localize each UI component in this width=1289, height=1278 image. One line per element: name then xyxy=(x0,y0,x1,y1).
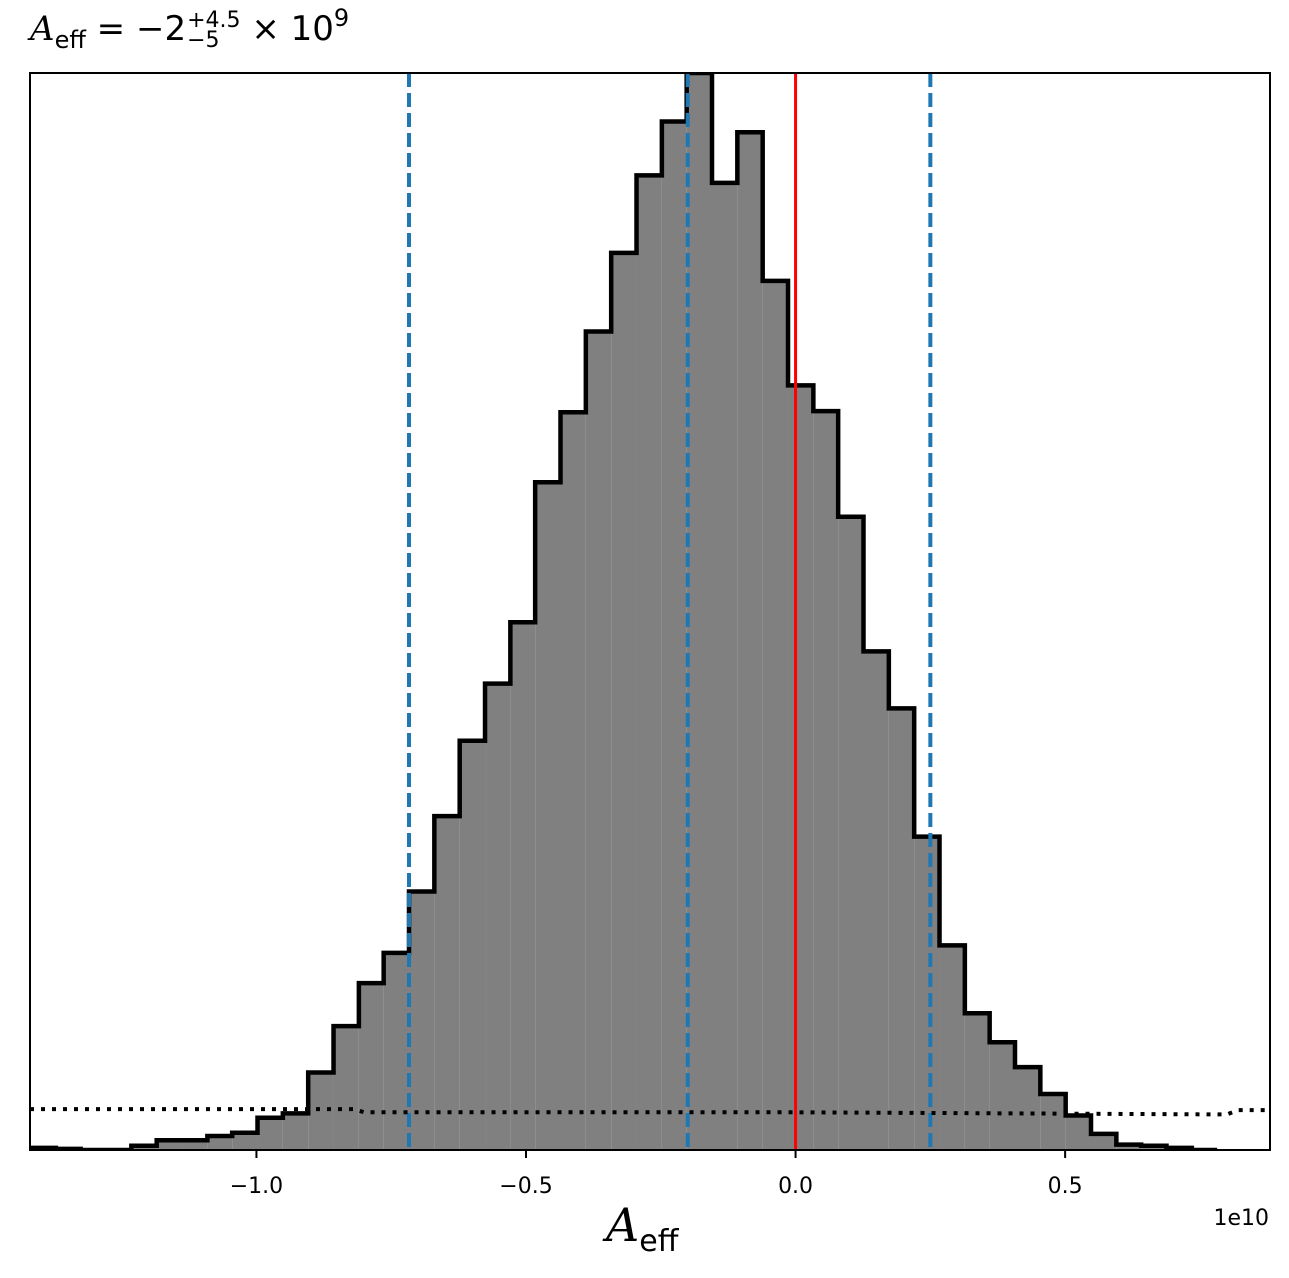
histogram-bar xyxy=(939,945,965,1150)
histogram-bar xyxy=(510,622,536,1150)
histogram-bar xyxy=(762,280,789,1150)
title-exponent: 9 xyxy=(333,4,350,32)
xlabel-symbol: A xyxy=(606,1198,640,1252)
histogram-bar xyxy=(737,132,763,1150)
histogram-bar xyxy=(30,1148,31,1150)
histogram-bar xyxy=(232,1132,258,1150)
histogram-bar xyxy=(838,516,864,1150)
histogram-bar xyxy=(636,175,662,1150)
histogram-bar xyxy=(611,252,637,1150)
axes-layer: −1.0 −0.5 0.0 0.5 xyxy=(29,72,1271,1199)
xlabel-subscript: eff xyxy=(639,1224,679,1259)
histogram-bar xyxy=(964,1013,990,1150)
histogram-bar xyxy=(383,952,410,1150)
x-tick-label: 0.5 xyxy=(1048,1174,1083,1199)
histogram-bar xyxy=(712,182,738,1150)
reference-lines-layer xyxy=(407,73,933,1150)
histogram-bar xyxy=(1014,1067,1041,1150)
histogram-bar xyxy=(560,412,586,1150)
histogram-bar xyxy=(282,1113,309,1150)
histogram-bar xyxy=(585,331,612,1150)
x-axis-label: Aeff xyxy=(606,1198,678,1259)
title-symbol: A xyxy=(30,9,55,49)
histogram-bar xyxy=(989,1042,1015,1150)
x-tick-label: −1.0 xyxy=(230,1174,283,1199)
histogram-layer xyxy=(30,73,1218,1150)
title-error-bounds: +4.5 −5 xyxy=(187,7,241,53)
histogram-bar xyxy=(156,1140,183,1150)
x-tick-label: 0.0 xyxy=(778,1174,813,1199)
histogram-bar xyxy=(308,1072,334,1150)
histogram-bar xyxy=(1116,1144,1142,1150)
histogram-bar xyxy=(182,1140,208,1150)
histogram-bar xyxy=(863,651,889,1150)
histogram-outline xyxy=(30,73,1218,1150)
histogram-bar xyxy=(1091,1133,1117,1150)
histogram-bar xyxy=(1065,1115,1092,1150)
histogram-bar xyxy=(485,683,511,1150)
title-times: × 10 xyxy=(240,9,334,49)
title-lower-error: −5 xyxy=(187,27,220,53)
histogram-bar xyxy=(409,891,435,1150)
plot-frame xyxy=(29,72,1271,1151)
histogram-bar xyxy=(661,121,687,1150)
histogram-bar xyxy=(888,708,915,1150)
histogram-bar xyxy=(686,73,712,1150)
histogram-bar xyxy=(788,385,814,1150)
title-value: −2 xyxy=(135,9,187,49)
chart-title: Aeff = −2 +4.5 −5 × 109 xyxy=(30,4,349,54)
title-symbol-subscript: eff xyxy=(54,26,86,54)
histogram-bar xyxy=(1040,1093,1066,1150)
histogram-bar xyxy=(207,1135,233,1150)
histogram-bar xyxy=(358,983,384,1150)
title-upper-error: +4.5 xyxy=(187,7,241,33)
histogram-bar xyxy=(257,1117,283,1150)
histogram-bar xyxy=(914,836,940,1150)
title-equals: = xyxy=(85,9,136,49)
histogram-bar xyxy=(813,411,839,1150)
histogram-bar xyxy=(535,482,561,1150)
histogram-bar xyxy=(333,1026,359,1150)
x-axis-offset-text: 1e10 xyxy=(1213,1206,1269,1231)
histogram-bar xyxy=(434,816,460,1150)
histogram-bar xyxy=(459,740,486,1150)
x-tick-label: −0.5 xyxy=(499,1174,552,1199)
